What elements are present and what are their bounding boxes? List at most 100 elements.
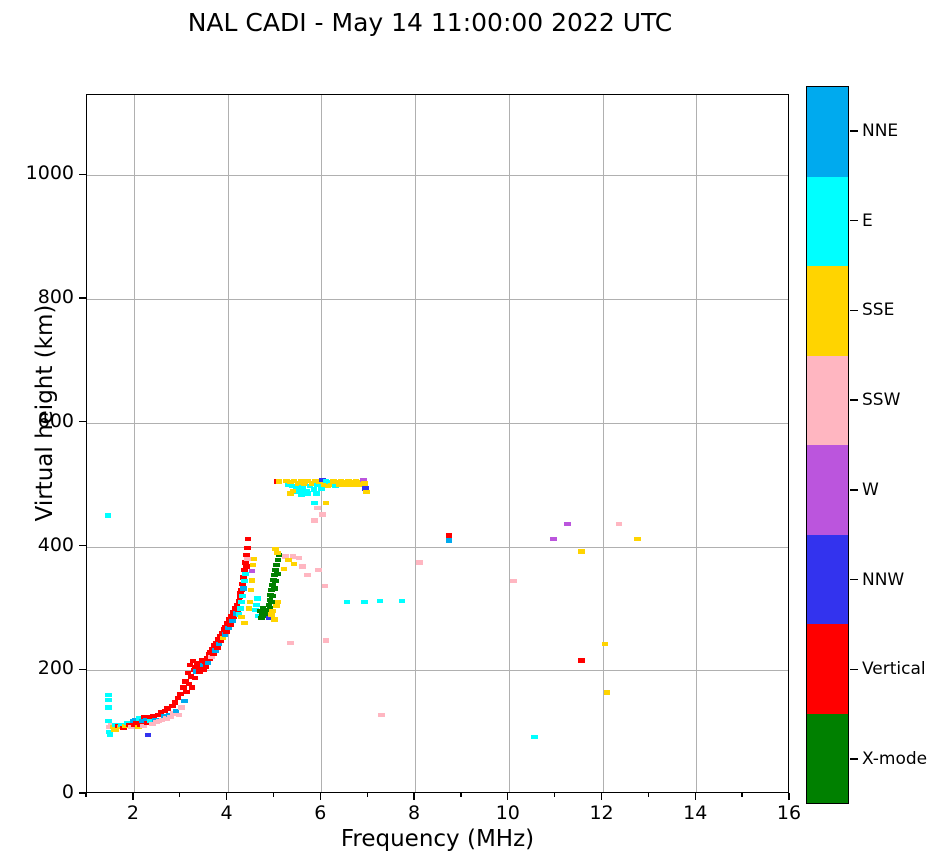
echo-point	[280, 566, 288, 571]
echo-point	[183, 689, 190, 695]
colorbar-tick	[850, 219, 858, 222]
echo-point	[324, 483, 332, 489]
colorbar-label-sse: SSE	[862, 300, 895, 321]
echo-point	[186, 663, 194, 668]
x-tick-mark	[694, 793, 696, 800]
echo-point	[227, 622, 234, 627]
echo-point	[269, 582, 276, 588]
echo-point	[241, 567, 248, 573]
echo-point	[238, 600, 245, 605]
echo-point	[510, 579, 517, 584]
x-tick-label: 12	[589, 802, 614, 824]
echo-point	[105, 692, 112, 698]
echo-point	[272, 567, 279, 573]
echo-point	[298, 492, 305, 497]
echo-point	[273, 603, 280, 609]
echo-point	[244, 536, 252, 542]
colorbar-segment-e	[807, 176, 848, 266]
echo-point	[341, 480, 349, 485]
echo-point	[116, 725, 124, 730]
echo-point	[104, 513, 112, 518]
echo-point	[166, 712, 173, 717]
echo-point	[243, 564, 250, 569]
echo-point	[163, 716, 170, 721]
y-tick-mark	[79, 792, 86, 794]
colorbar-tick	[850, 130, 858, 132]
echo-point	[196, 669, 203, 674]
echo-point	[314, 506, 321, 511]
echo-point	[271, 617, 278, 622]
echo-point	[274, 558, 282, 563]
x-tick-mark	[132, 793, 134, 800]
x-tick-minor	[272, 793, 275, 797]
echo-point	[164, 706, 171, 711]
gridline-horizontal	[87, 422, 788, 424]
echo-point	[378, 712, 385, 717]
echo-point	[269, 593, 276, 599]
echo-point	[318, 512, 326, 517]
echo-point	[272, 546, 279, 552]
echo-point	[634, 536, 641, 542]
echo-point	[211, 643, 218, 648]
colorbar-segment-x-mode	[807, 713, 848, 803]
echo-point	[244, 556, 251, 562]
echo-point	[230, 614, 238, 620]
echo-point	[445, 538, 453, 543]
y-tick-label: 1000	[25, 162, 74, 185]
echo-point	[184, 670, 192, 675]
echo-point	[362, 486, 369, 491]
y-tick-label: 200	[37, 657, 74, 680]
x-tick-minor	[85, 793, 87, 797]
echo-point	[223, 629, 230, 635]
echo-point	[171, 700, 179, 705]
echo-point	[112, 727, 120, 732]
echo-point	[206, 656, 214, 662]
echo-point	[105, 725, 113, 730]
x-tick-minor	[741, 793, 743, 797]
echo-point	[140, 715, 148, 720]
echo-point	[282, 554, 289, 559]
echo-point	[287, 480, 294, 485]
colorbar-segment-vertical	[807, 624, 848, 714]
x-tick-minor	[647, 793, 650, 797]
echo-point	[316, 480, 323, 485]
echo-point	[202, 664, 210, 669]
echo-point	[252, 607, 259, 612]
echo-point	[578, 549, 585, 554]
y-tick-label: 0	[61, 781, 74, 803]
echo-point	[615, 522, 623, 527]
echo-point	[398, 598, 406, 604]
echo-point	[445, 533, 453, 538]
echo-point	[135, 725, 142, 730]
colorbar-tick	[850, 489, 858, 491]
echo-point	[182, 679, 189, 684]
echo-point	[301, 481, 308, 486]
colorbar-tick	[850, 399, 858, 401]
echo-point	[320, 482, 328, 487]
echo-point	[564, 522, 571, 527]
echo-point	[246, 600, 254, 605]
gridline-horizontal	[87, 299, 788, 301]
echo-point	[204, 660, 212, 666]
colorbar-label-ssw: SSW	[862, 390, 901, 411]
colorbar-segment-nnw	[807, 534, 848, 624]
echo-point	[292, 486, 300, 491]
echo-point	[274, 550, 281, 555]
plot-area	[86, 94, 789, 793]
echo-point	[303, 572, 311, 578]
colorbar-tick	[850, 578, 858, 581]
echo-point	[314, 482, 321, 487]
y-tick-mark	[79, 544, 86, 547]
echo-point	[361, 481, 368, 486]
echo-point	[253, 602, 260, 607]
echo-point	[275, 479, 283, 484]
echo-point	[245, 606, 253, 611]
echo-point	[290, 561, 298, 567]
echo-point	[298, 478, 305, 484]
echo-point	[239, 593, 246, 599]
echo-point	[175, 712, 183, 717]
echo-point	[275, 553, 283, 558]
echo-point	[172, 708, 180, 714]
y-tick-label: 600	[37, 409, 74, 432]
echo-point	[248, 578, 256, 583]
